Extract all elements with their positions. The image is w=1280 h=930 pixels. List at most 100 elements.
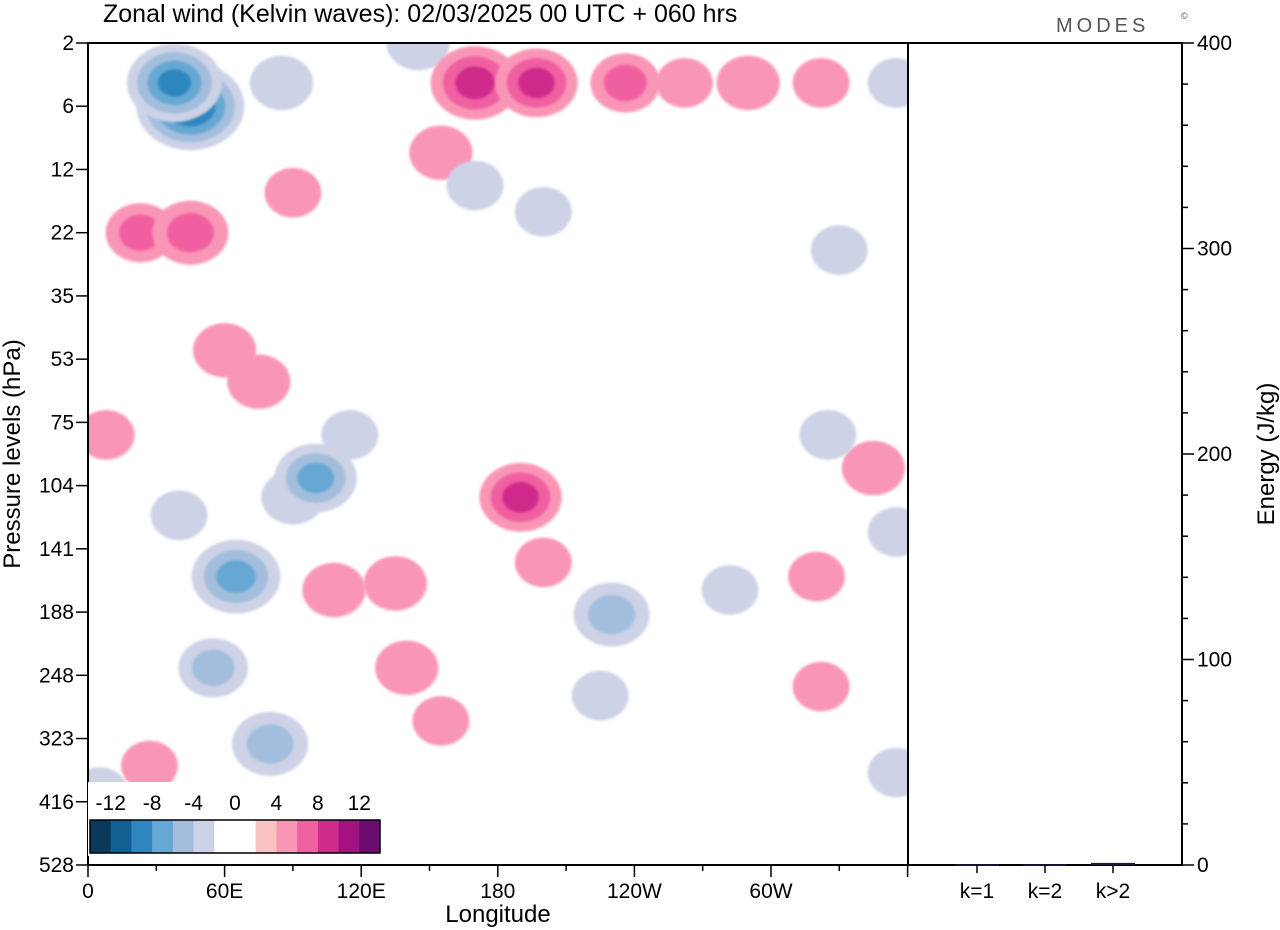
colorbar-label: -12 xyxy=(96,792,126,815)
wind-anomaly-cell xyxy=(810,225,868,275)
logo-mark: © xyxy=(1181,11,1188,21)
wind-anomaly-cell xyxy=(118,214,162,251)
colorbar-swatch xyxy=(90,820,112,853)
energy-panel-frame xyxy=(907,42,1183,866)
pressure-axis: 2 6 12 22 35 53 75 104 141 188 248 323 416 528 xyxy=(39,32,88,877)
colorbar-label: 4 xyxy=(271,792,283,815)
energy-bar xyxy=(1091,862,1135,865)
wind-anomaly-cell xyxy=(518,67,555,99)
wind-anomaly-cell xyxy=(157,69,192,97)
wind-anomaly-cell xyxy=(246,724,294,764)
energy-axis-label: Energy (J/kg) xyxy=(1253,383,1280,526)
wind-anomaly-cell xyxy=(193,323,257,378)
y-axis-label: Pressure levels (hPa) xyxy=(0,339,26,568)
wind-anomaly-cell xyxy=(788,551,845,602)
colorbar: -12 -8 -4 0 4 8 12 xyxy=(88,782,382,856)
wind-anomaly-cell xyxy=(363,556,427,611)
y-tick-label: 416 xyxy=(39,791,74,814)
wind-anomaly-cell xyxy=(514,187,572,237)
x-tick-label: 120E xyxy=(337,880,386,903)
wind-anomaly-cell xyxy=(701,565,759,615)
wind-anomaly-cell xyxy=(121,740,178,791)
energy-category-label: k>2 xyxy=(1096,880,1130,903)
wind-anomaly-cell xyxy=(88,410,135,460)
colorbar-swatch xyxy=(131,820,153,853)
colorbar-swatch xyxy=(152,820,174,853)
colorbar-swatch xyxy=(338,820,360,853)
chart-title: Zonal wind (Kelvin waves): 02/03/2025 00… xyxy=(103,0,737,28)
y-tick-label: 2 xyxy=(62,32,74,55)
wind-anomaly-cell xyxy=(603,64,647,102)
wind-anomaly-cell xyxy=(455,66,495,100)
y-tick-label: 248 xyxy=(39,664,74,687)
energy-tick-label: 400 xyxy=(1197,32,1232,55)
y-tick-label: 53 xyxy=(51,348,74,371)
wind-anomaly-cell xyxy=(841,440,906,496)
wind-anomaly-cell xyxy=(446,160,504,211)
colorbar-swatch xyxy=(110,820,132,853)
y-tick-label: 323 xyxy=(39,728,74,751)
y-tick-label: 12 xyxy=(51,158,74,181)
x-tick-label: 120W xyxy=(607,880,662,903)
y-tick-label: 141 xyxy=(39,538,74,561)
wind-anomaly-cell xyxy=(799,410,857,460)
colorbar-swatch xyxy=(214,820,236,853)
wind-anomaly-cell xyxy=(386,43,450,71)
wind-anomaly-cell xyxy=(150,490,208,541)
wind-anomaly-cell xyxy=(867,58,908,108)
wind-anomaly-cell xyxy=(375,640,439,695)
energy-tick-label: 300 xyxy=(1197,238,1232,261)
colorbar-swatch xyxy=(235,820,257,853)
wind-anomaly-cell xyxy=(191,649,235,686)
longitude-axis: 0 60E 120E 180 120W 60W xyxy=(82,865,909,903)
wind-anomaly-cell xyxy=(656,58,713,108)
wind-anomaly-cell xyxy=(264,167,322,218)
energy-bars: k=1 k=2 k>2 xyxy=(955,862,1135,903)
colorbar-swatch xyxy=(317,820,339,853)
energy-bar xyxy=(1023,864,1067,866)
wind-anomaly-cell xyxy=(716,55,780,111)
y-tick-label: 75 xyxy=(51,411,74,434)
wind-anomaly-cell xyxy=(302,562,366,618)
heatmap-frame xyxy=(87,42,909,866)
x-tick-label: 0 xyxy=(82,880,94,903)
wind-anomaly-cell xyxy=(249,55,314,111)
wind-anomaly-cell xyxy=(792,661,850,712)
wind-anomaly-cell xyxy=(514,537,572,588)
energy-category-label: k=2 xyxy=(1028,880,1062,903)
modes-logo: MODES xyxy=(1056,15,1149,37)
colorbar-swatch xyxy=(255,820,277,853)
wind-anomaly-cell xyxy=(297,462,335,494)
x-tick-label: 60E xyxy=(206,880,243,903)
energy-axis: 0 100 200 300 400 xyxy=(1182,32,1232,877)
x-axis-label: Longitude xyxy=(445,901,550,928)
y-tick-label: 35 xyxy=(51,285,74,308)
wind-anomaly-cell xyxy=(321,410,379,460)
colorbar-label: 12 xyxy=(348,792,371,815)
wind-anomaly-cell xyxy=(167,213,214,253)
y-tick-label: 104 xyxy=(39,475,74,498)
energy-tick-label: 100 xyxy=(1197,649,1232,672)
y-tick-label: 528 xyxy=(39,854,74,877)
energy-category-label: k=1 xyxy=(960,880,994,903)
wind-anomaly-cell xyxy=(409,125,473,180)
wind-anomaly-cell xyxy=(502,482,539,513)
y-tick-label: 188 xyxy=(39,601,74,624)
wind-anomaly-cell xyxy=(588,594,635,635)
energy-tick-label: 0 xyxy=(1197,854,1209,877)
wind-anomaly-cell xyxy=(412,696,470,746)
x-tick-label: 180 xyxy=(480,880,515,903)
y-tick-label: 22 xyxy=(51,222,74,245)
energy-tick-label: 200 xyxy=(1197,443,1232,466)
colorbar-swatch xyxy=(359,820,381,853)
colorbar-frame xyxy=(89,819,381,854)
colorbar-swatch xyxy=(297,820,319,853)
colorbar-label: 0 xyxy=(229,792,241,815)
y-tick-label: 6 xyxy=(62,95,74,118)
x-tick-label: 60W xyxy=(749,880,792,903)
wind-anomaly-cell xyxy=(867,507,908,557)
colorbar-swatch xyxy=(193,820,215,853)
wind-anomaly-cell xyxy=(792,58,850,108)
colorbar-swatch xyxy=(276,820,298,853)
